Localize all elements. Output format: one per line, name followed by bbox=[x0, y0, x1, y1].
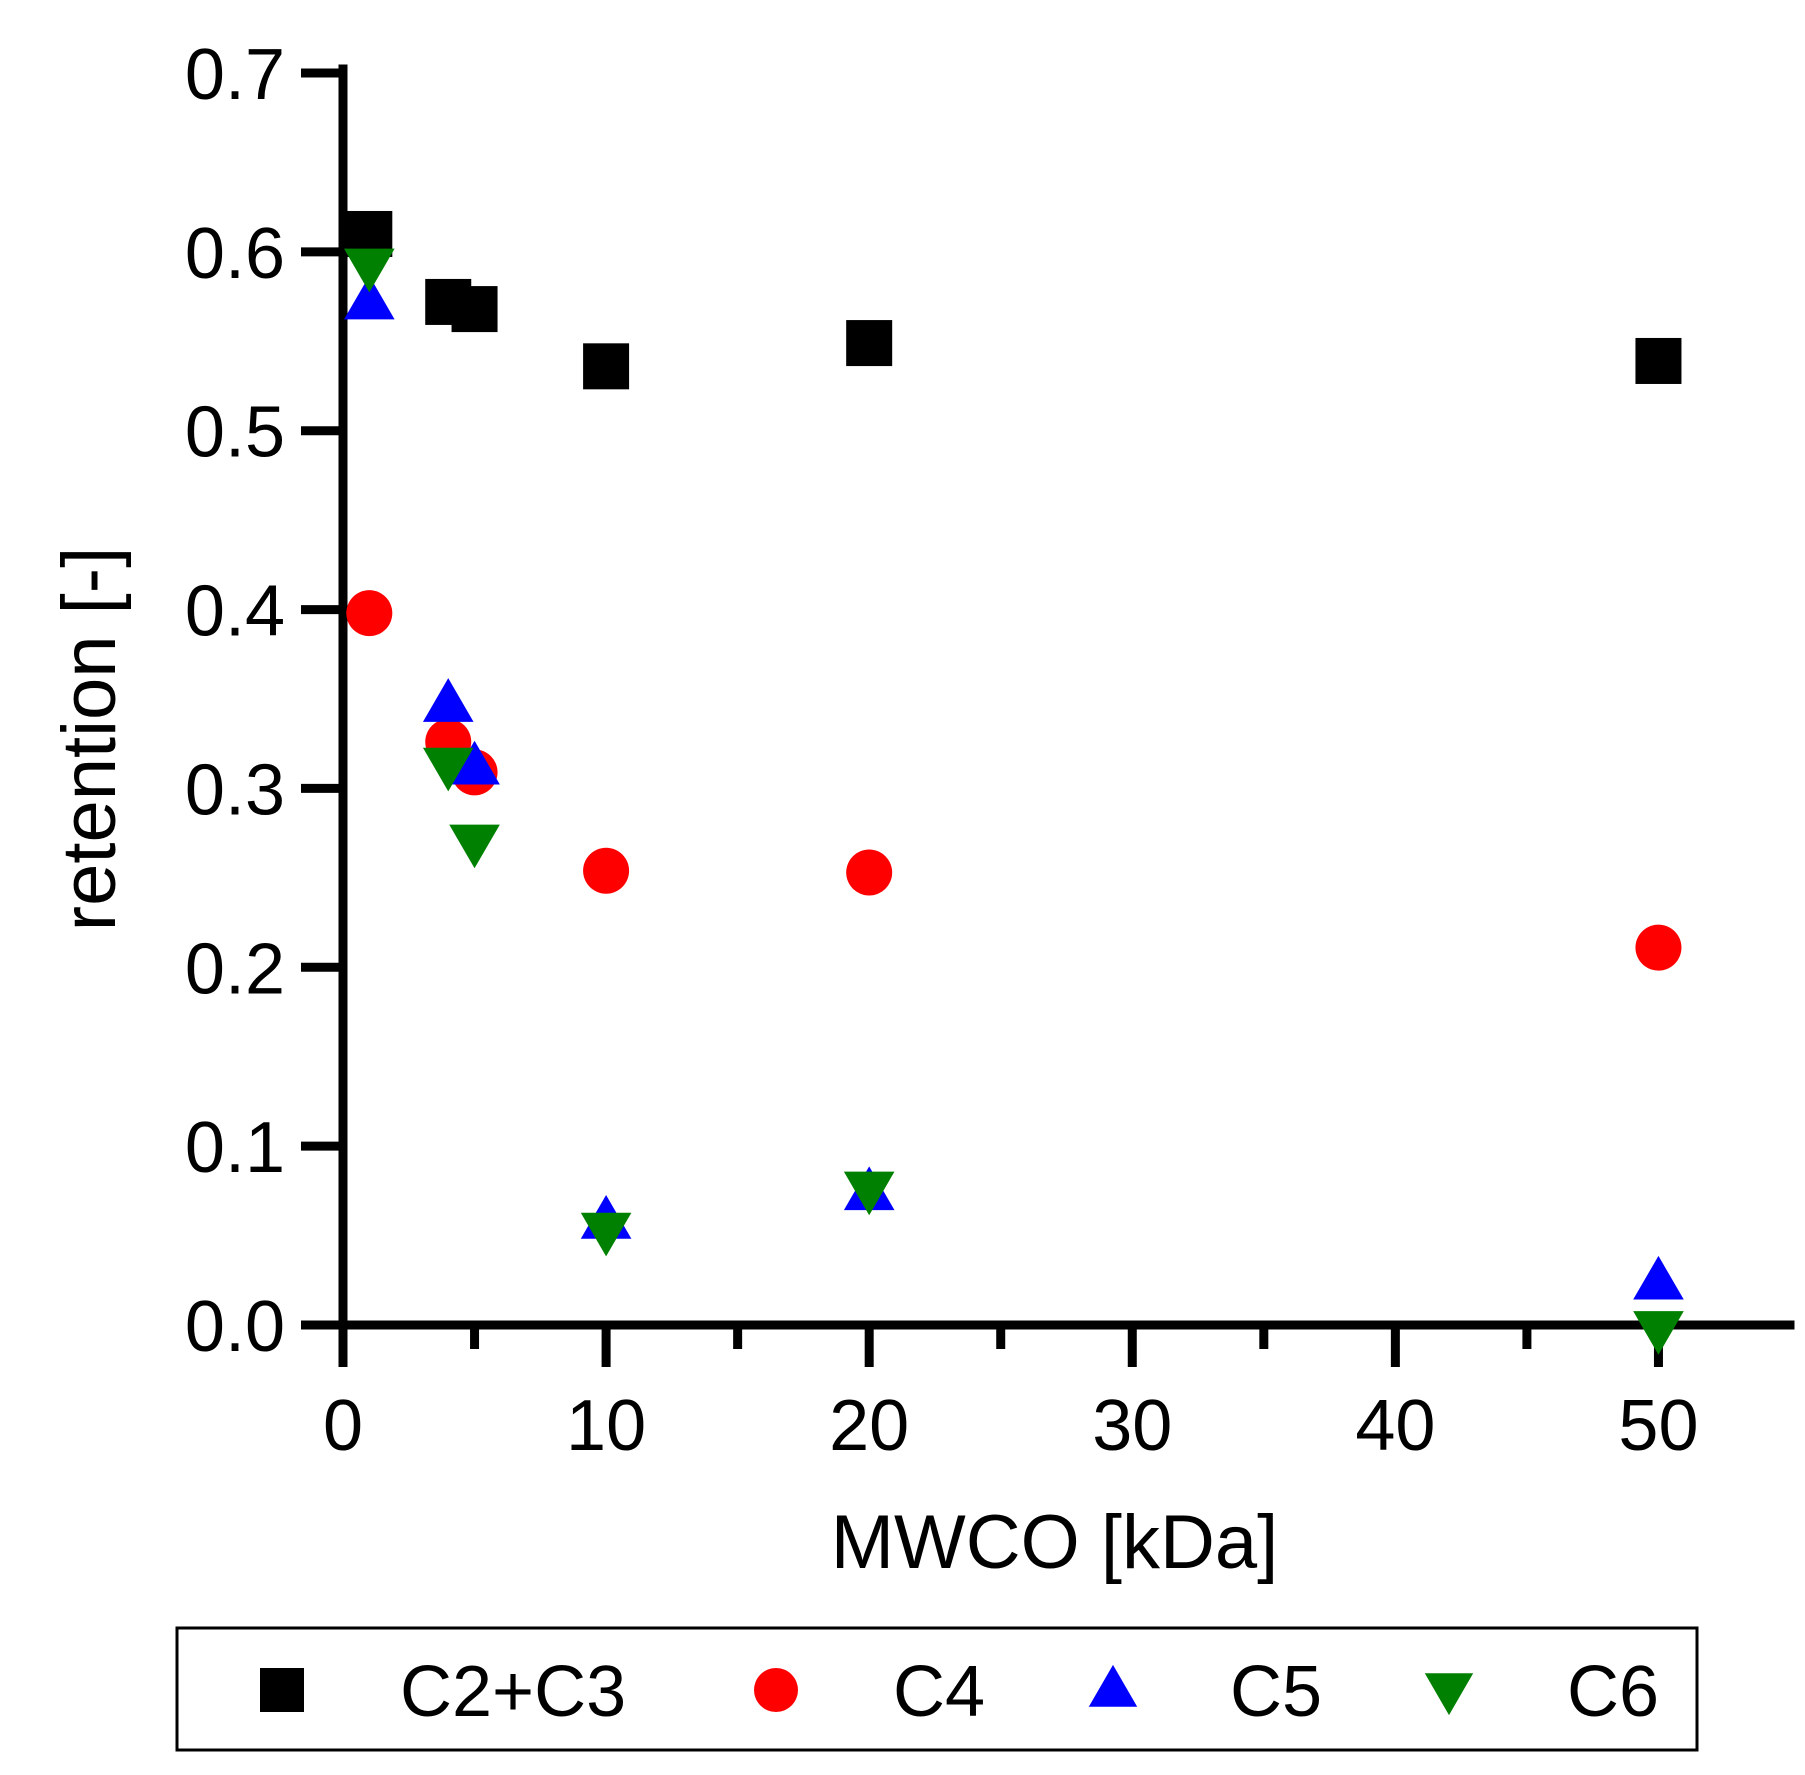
x-tick-label: 20 bbox=[829, 1386, 909, 1466]
x-tick-label: 50 bbox=[1618, 1386, 1698, 1466]
legend-label: C5 bbox=[1230, 1652, 1322, 1732]
data-points bbox=[344, 210, 1684, 1355]
x-tick-label: 10 bbox=[566, 1386, 646, 1466]
legend-item: C5 bbox=[1088, 1652, 1322, 1732]
y-axis-title: retention [-] bbox=[47, 547, 132, 931]
legend-label: C4 bbox=[893, 1652, 985, 1732]
legend-item: C4 bbox=[754, 1652, 985, 1732]
legend-marker bbox=[260, 1668, 304, 1712]
x-tick-label: 40 bbox=[1355, 1386, 1435, 1466]
data-point bbox=[1635, 337, 1682, 384]
series-c2-c3 bbox=[346, 210, 1682, 390]
x-axis-title: MWCO [kDa] bbox=[831, 1500, 1279, 1585]
data-point bbox=[1633, 1255, 1684, 1300]
data-point bbox=[583, 847, 630, 894]
x-tick-label: 30 bbox=[1092, 1386, 1172, 1466]
data-point bbox=[449, 824, 500, 869]
legend-marker bbox=[754, 1668, 798, 1712]
y-tick-label: 0.0 bbox=[185, 1287, 285, 1367]
y-tick-label: 0.3 bbox=[185, 750, 285, 830]
y-tick-label: 0.7 bbox=[185, 35, 285, 115]
legend-marker bbox=[1088, 1664, 1138, 1707]
data-point bbox=[846, 849, 893, 896]
data-point bbox=[344, 275, 395, 320]
axes: 0 10 20 30 40 50 0.0 0.1 0.2 0.3 0.4 0.5 0.6 0.7 bbox=[185, 35, 1795, 1466]
data-point bbox=[346, 590, 393, 637]
legend-marker bbox=[1424, 1673, 1474, 1716]
data-point bbox=[580, 1212, 632, 1257]
legend-label: C6 bbox=[1567, 1652, 1659, 1732]
y-tick-label: 0.6 bbox=[185, 214, 285, 294]
data-point bbox=[344, 248, 395, 293]
data-point bbox=[846, 320, 893, 367]
y-tick-label: 0.5 bbox=[185, 393, 285, 473]
series-c4 bbox=[346, 590, 1682, 971]
legend-item: C6 bbox=[1424, 1652, 1659, 1732]
legend-label: C2+C3 bbox=[400, 1652, 626, 1732]
series-c6 bbox=[344, 248, 1684, 1355]
series-c5 bbox=[344, 275, 1684, 1300]
y-tick-label: 0.2 bbox=[185, 929, 285, 1009]
data-point bbox=[1635, 924, 1682, 971]
data-point bbox=[422, 747, 474, 792]
y-tick-label: 0.4 bbox=[185, 572, 285, 652]
legend: C2+C3 C4 C5 C6 bbox=[175, 1626, 1699, 1752]
data-point bbox=[449, 740, 500, 785]
x-tick-label: 0 bbox=[323, 1386, 363, 1466]
y-tick-label: 0.1 bbox=[185, 1108, 285, 1188]
data-point bbox=[843, 1171, 895, 1216]
data-point bbox=[451, 286, 498, 333]
data-point bbox=[1633, 1311, 1684, 1355]
data-point bbox=[583, 343, 630, 390]
legend-item: C2+C3 bbox=[260, 1652, 626, 1732]
data-point bbox=[422, 678, 474, 722]
